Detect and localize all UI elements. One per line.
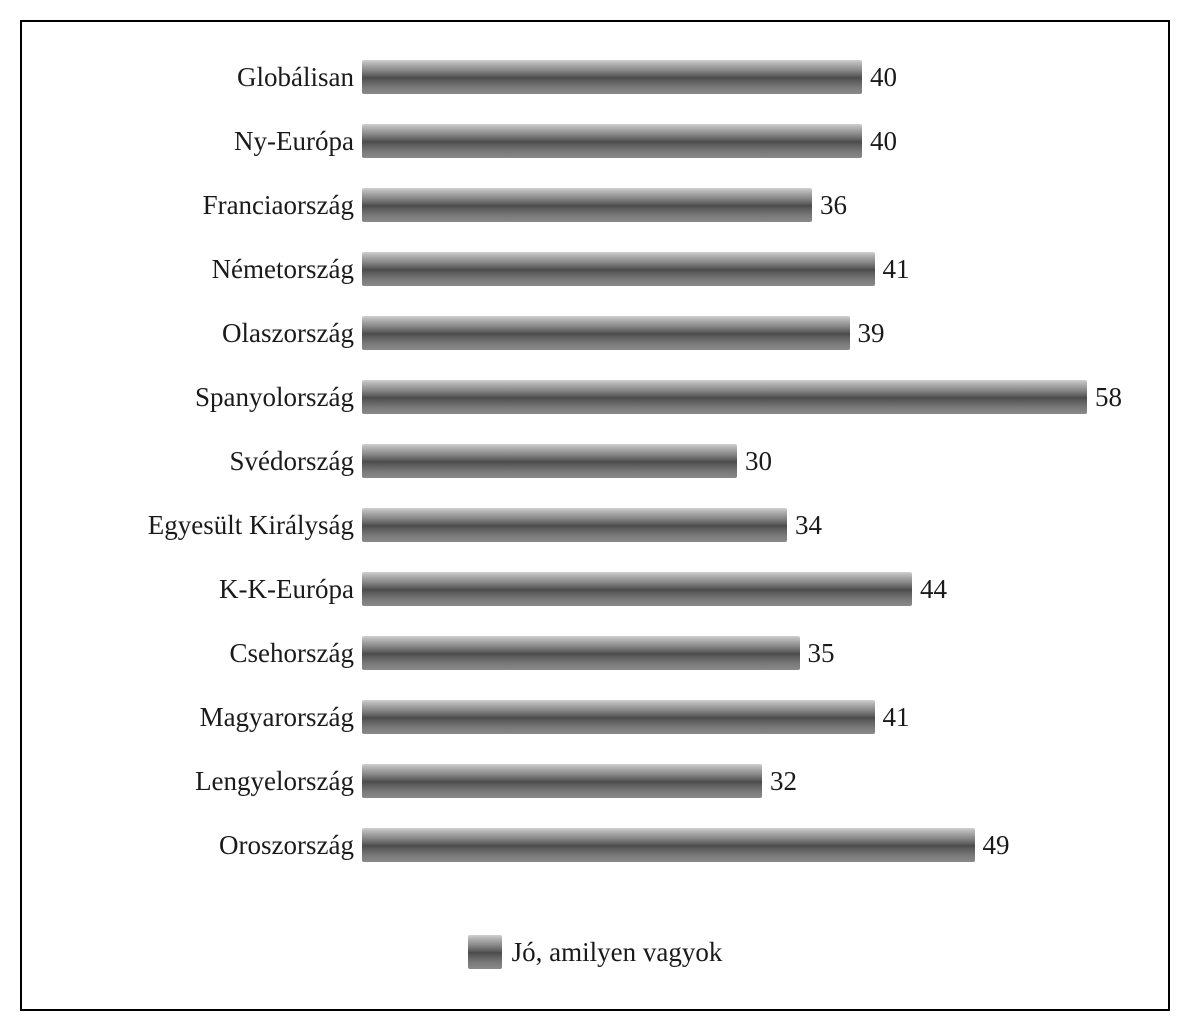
chart-row: Globálisan 40: [62, 57, 1128, 97]
category-label: Magyarország: [62, 702, 362, 733]
category-label: Globálisan: [62, 62, 362, 93]
chart-row: K-K-Európa 44: [62, 569, 1128, 609]
bar: [362, 188, 812, 222]
value-label: 41: [883, 702, 910, 733]
category-label: Németország: [62, 254, 362, 285]
bar: [362, 124, 862, 158]
bar-cell: 41: [362, 700, 1128, 734]
bar: [362, 572, 912, 606]
bar-cell: 30: [362, 444, 1128, 478]
chart-row: Németország 41: [62, 249, 1128, 289]
value-label: 40: [870, 62, 897, 93]
value-label: 30: [745, 446, 772, 477]
value-label: 41: [883, 254, 910, 285]
bar: [362, 252, 875, 286]
value-label: 39: [858, 318, 885, 349]
bar-cell: 36: [362, 188, 1128, 222]
category-label: Csehország: [62, 638, 362, 669]
bar-chart-container: Globálisan 40 Ny-Európa 40 Franciaország 36 Né…: [20, 20, 1170, 1011]
chart-row: Olaszország 39: [62, 313, 1128, 353]
category-label: Lengyelország: [62, 766, 362, 797]
category-label: Ny-Európa: [62, 126, 362, 157]
bar: [362, 380, 1087, 414]
chart-row: Svédország 30: [62, 441, 1128, 481]
bar: [362, 636, 800, 670]
chart-legend: Jó, amilyen vagyok: [62, 935, 1128, 969]
bar-cell: 49: [362, 828, 1128, 862]
bar: [362, 508, 787, 542]
category-label: Egyesült Királyság: [62, 510, 362, 541]
value-label: 40: [870, 126, 897, 157]
value-label: 36: [820, 190, 847, 221]
bar-cell: 35: [362, 636, 1128, 670]
bar: [362, 764, 762, 798]
bar-cell: 58: [362, 380, 1128, 414]
bar-cell: 39: [362, 316, 1128, 350]
category-label: K-K-Európa: [62, 574, 362, 605]
chart-row: Lengyelország 32: [62, 761, 1128, 801]
category-label: Spanyolország: [62, 382, 362, 413]
value-label: 44: [920, 574, 947, 605]
chart-row: Oroszország 49: [62, 825, 1128, 865]
bar-cell: 41: [362, 252, 1128, 286]
bar-cell: 32: [362, 764, 1128, 798]
value-label: 34: [795, 510, 822, 541]
bar-cell: 40: [362, 60, 1128, 94]
value-label: 32: [770, 766, 797, 797]
bar-cell: 34: [362, 508, 1128, 542]
chart-row: Magyarország 41: [62, 697, 1128, 737]
chart-rows: Globálisan 40 Ny-Európa 40 Franciaország 36 Né…: [62, 42, 1128, 865]
bar: [362, 700, 875, 734]
category-label: Olaszország: [62, 318, 362, 349]
bar: [362, 828, 975, 862]
value-label: 35: [808, 638, 835, 669]
bar-cell: 40: [362, 124, 1128, 158]
chart-row: Franciaország 36: [62, 185, 1128, 225]
value-label: 49: [983, 830, 1010, 861]
bar: [362, 316, 850, 350]
bar-cell: 44: [362, 572, 1128, 606]
bar: [362, 444, 737, 478]
category-label: Svédország: [62, 446, 362, 477]
category-label: Oroszország: [62, 830, 362, 861]
chart-row: Csehország 35: [62, 633, 1128, 673]
value-label: 58: [1095, 382, 1122, 413]
chart-row: Ny-Európa 40: [62, 121, 1128, 161]
bar: [362, 60, 862, 94]
chart-row: Spanyolország 58: [62, 377, 1128, 417]
chart-row: Egyesült Királyság 34: [62, 505, 1128, 545]
category-label: Franciaország: [62, 190, 362, 221]
legend-label: Jó, amilyen vagyok: [512, 937, 723, 968]
legend-swatch: [468, 935, 502, 969]
